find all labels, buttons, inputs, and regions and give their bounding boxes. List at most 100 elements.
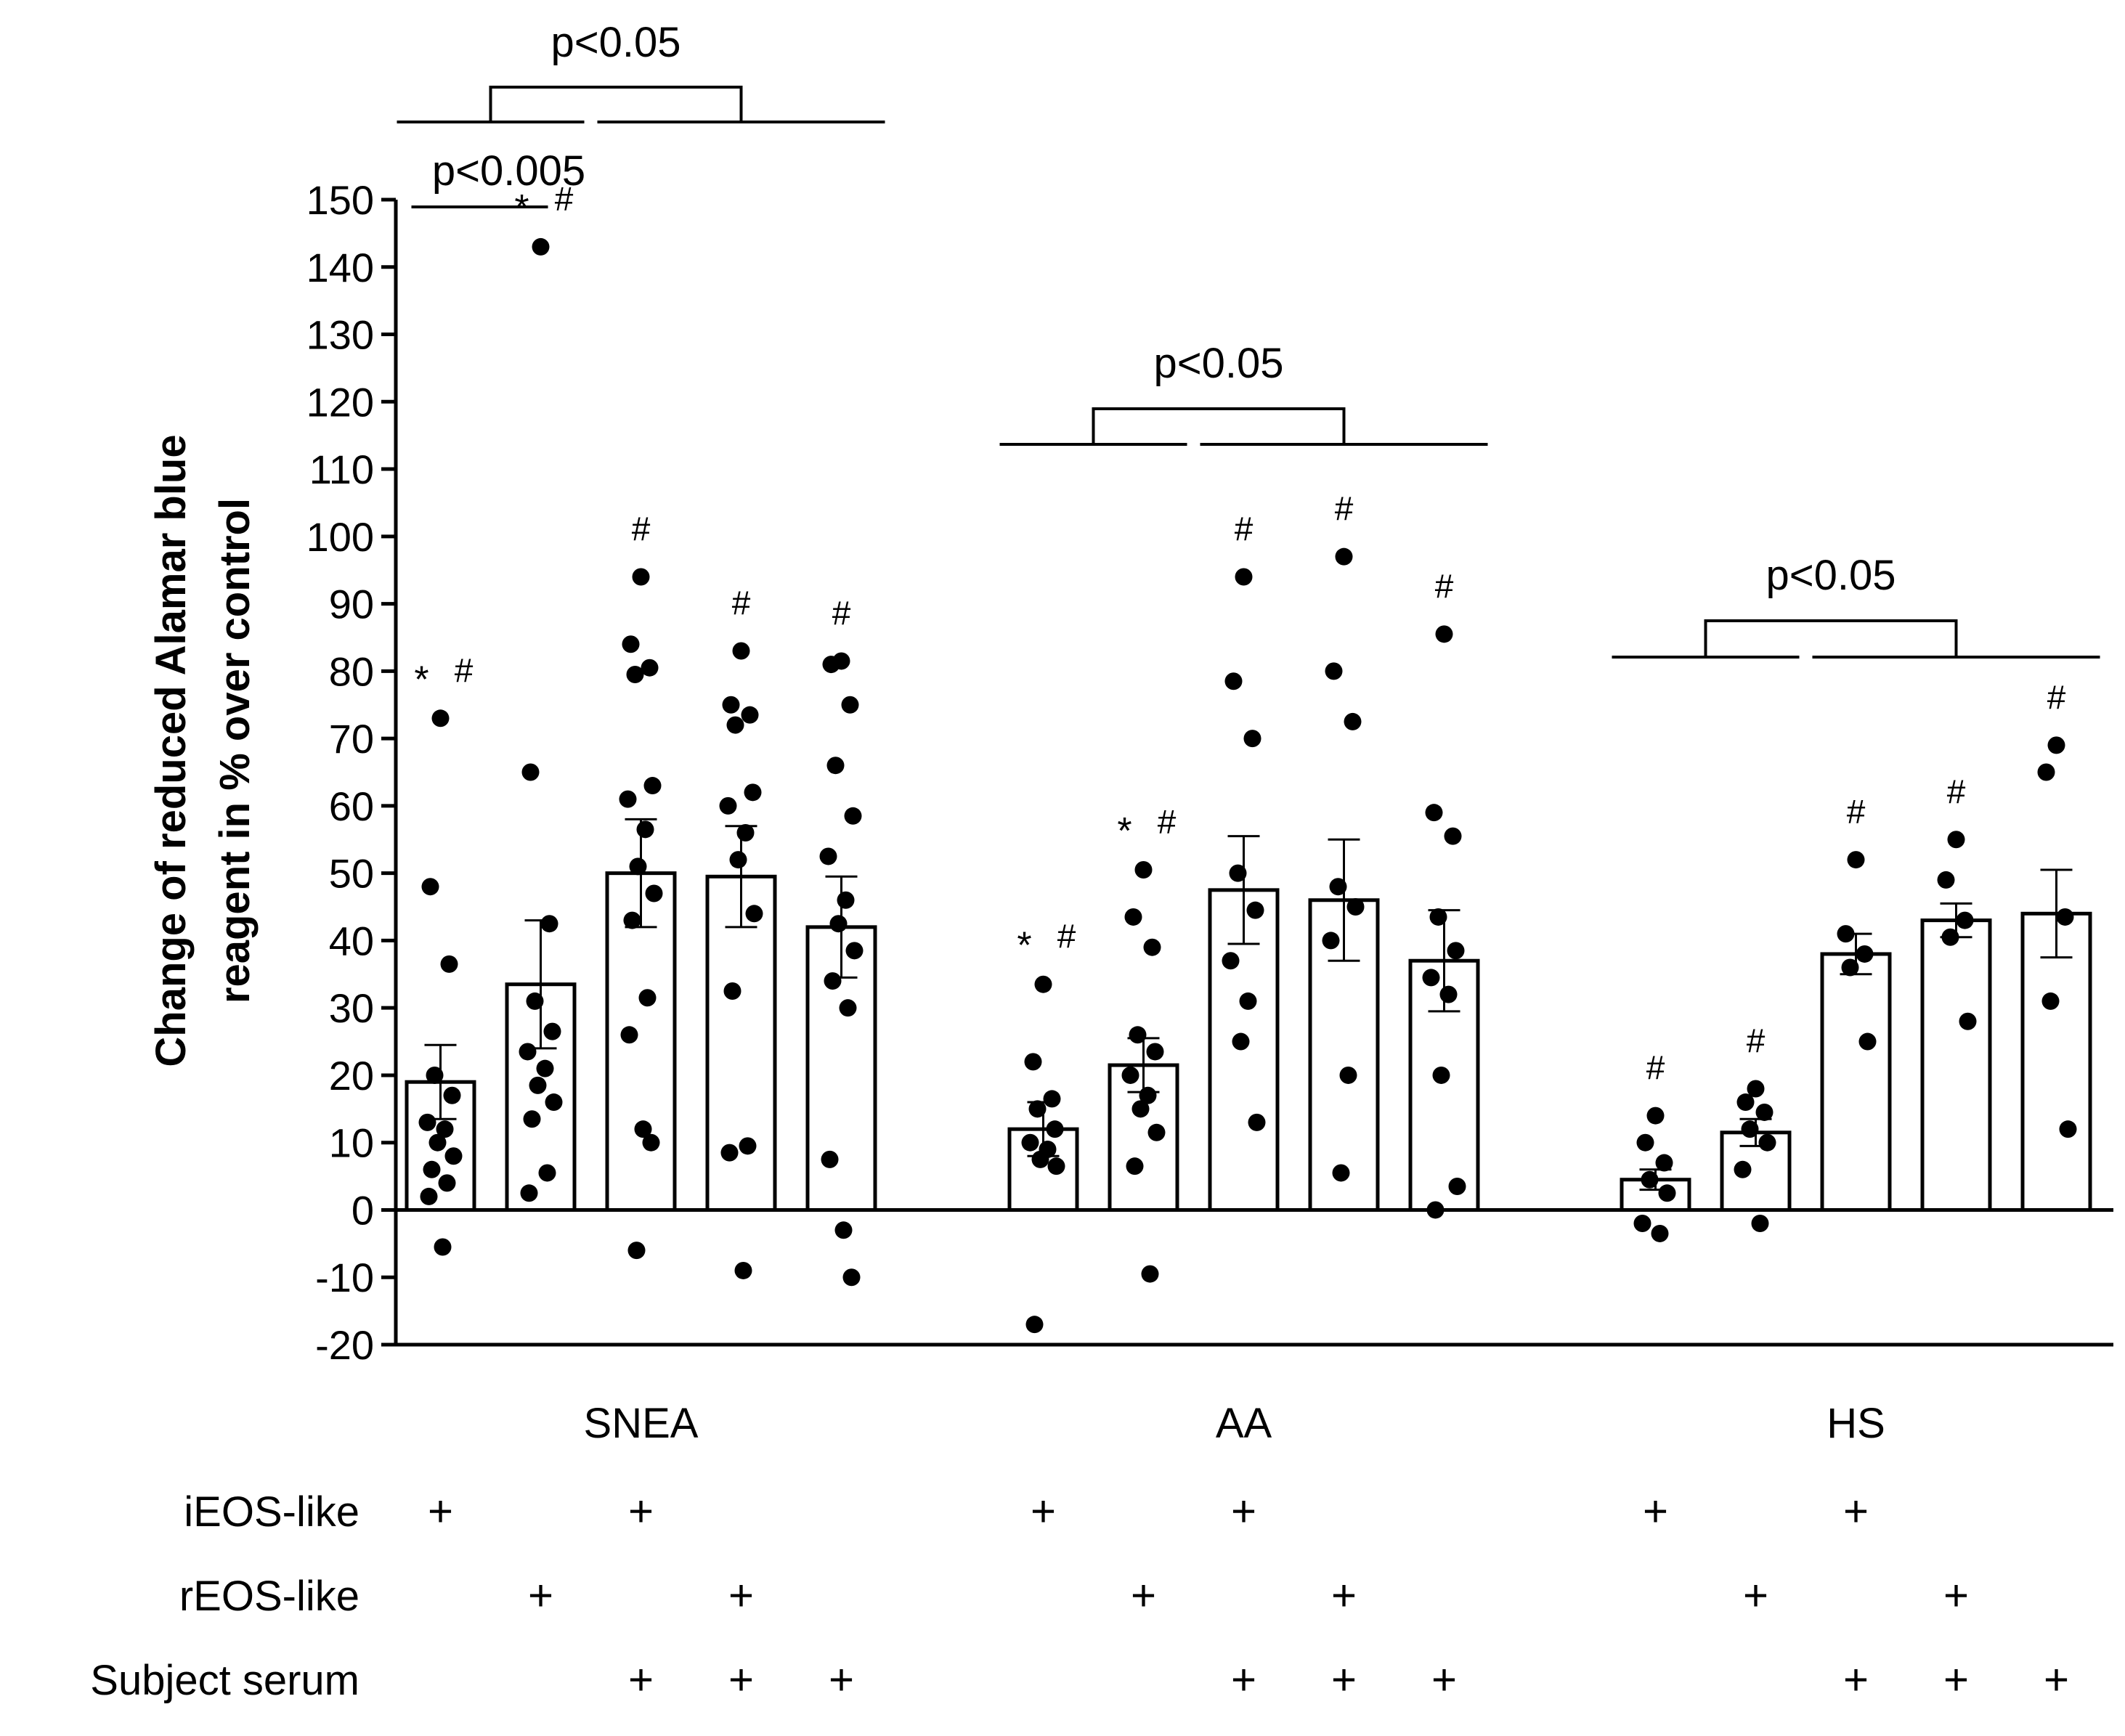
significance-layer: p<0.05 p<0.005 p<0.05 p<0.05 (397, 19, 2100, 659)
data-point (434, 1238, 452, 1256)
annotation-hash: # (1847, 793, 1866, 831)
axes: -20 -10 0 10 20 30 40 50 60 70 80 90 100 110 120 130 140… (306, 177, 2113, 1447)
condition-mark: + (1843, 1655, 1869, 1704)
y-tick-label: 10 (329, 1120, 374, 1166)
data-point (431, 709, 450, 728)
condition-mark: + (1331, 1571, 1357, 1620)
bar (1920, 918, 1992, 1212)
y-axis-label-line2: reagent in % over control (211, 498, 259, 1003)
data-point (620, 1026, 638, 1044)
annotations-layer: *#*####*#*######### (414, 180, 2065, 1087)
data-point (1956, 911, 1974, 929)
y-tick-label: 60 (329, 783, 374, 829)
data-point (1146, 1043, 1164, 1061)
data-point (734, 1261, 752, 1279)
data-point (523, 1110, 541, 1128)
y-tick-label: 20 (329, 1053, 374, 1099)
annotation-hash: # (1335, 490, 1354, 528)
data-point (1959, 1012, 1977, 1030)
annotation-hash: # (555, 180, 574, 218)
y-tick-label: 150 (306, 177, 374, 223)
data-point (1426, 1201, 1445, 1219)
data-point (719, 796, 737, 815)
bracket-connector (1092, 407, 1346, 444)
data-point (736, 823, 755, 841)
data-point (1658, 1184, 1676, 1202)
data-point (1031, 1150, 1049, 1168)
data-point (521, 763, 540, 781)
y-tick-label: -10 (315, 1255, 374, 1300)
annotation-hash: # (732, 584, 751, 622)
y-tick-label: 70 (329, 716, 374, 762)
data-point (443, 1086, 461, 1104)
y-tick-label: 50 (329, 851, 374, 897)
data-point (1232, 1032, 1250, 1051)
condition-mark: + (1943, 1655, 1969, 1704)
data-point (745, 905, 763, 923)
data-point (629, 857, 647, 876)
data-point (1755, 1103, 1773, 1121)
annotation-hash: # (1747, 1022, 1766, 1059)
data-point (1758, 1133, 1776, 1152)
data-point (1339, 1066, 1357, 1084)
data-point (1741, 1120, 1759, 1138)
data-point (438, 1174, 456, 1192)
significance-label: p<0.05 (550, 19, 680, 66)
data-point (1325, 662, 1343, 680)
data-point (722, 696, 740, 714)
condition-mark: + (628, 1655, 654, 1704)
data-point (729, 851, 747, 869)
data-point (632, 568, 650, 586)
data-point (2047, 736, 2065, 754)
data-point (1747, 1080, 1765, 1098)
data-point (1751, 1215, 1769, 1233)
data-point (837, 891, 855, 909)
data-point (821, 1150, 839, 1168)
data-point (532, 237, 550, 256)
data-point (440, 955, 458, 973)
data-point (1841, 958, 1859, 977)
data-point (1941, 928, 1959, 946)
data-point (1141, 1265, 1159, 1283)
y-axis-label-line1: Change of reduced Alamar blue (147, 434, 195, 1067)
condition-mark: + (829, 1655, 854, 1704)
data-point (819, 847, 837, 865)
condition-mark: + (1231, 1487, 1256, 1536)
data-point (2041, 992, 2060, 1010)
data-point (1239, 992, 1257, 1010)
annotation-star: * (1117, 810, 1131, 852)
y-tick-label: 40 (329, 918, 374, 963)
group-label: SNEA (584, 1400, 699, 1447)
data-point (520, 1184, 538, 1202)
data-point (428, 1133, 447, 1152)
data-point (1435, 625, 1453, 643)
bracket-connector (1704, 619, 1958, 657)
data-point (1043, 1090, 1061, 1108)
data-point (1025, 1316, 1044, 1334)
data-point (1651, 1224, 1669, 1242)
data-point (1134, 861, 1153, 879)
data-point (842, 1268, 861, 1287)
data-point (732, 642, 750, 660)
data-point (1335, 547, 1353, 566)
annotation-hash: # (1646, 1049, 1665, 1087)
condition-mark: + (728, 1571, 754, 1620)
annotation-hash: # (1235, 510, 1254, 547)
data-point (829, 915, 848, 933)
data-point (1837, 925, 1855, 943)
data-point (1344, 712, 1362, 730)
data-point (1422, 969, 1440, 987)
data-point (1322, 932, 1340, 950)
data-point (1641, 1170, 1659, 1189)
data-point (1332, 1164, 1350, 1182)
data-point (619, 790, 637, 808)
data-point (1847, 851, 1865, 869)
annotation-star: * (414, 659, 428, 701)
data-point (1655, 1154, 1673, 1172)
data-point (1124, 908, 1142, 926)
condition-mark: + (1131, 1571, 1156, 1620)
data-point (741, 706, 759, 724)
data-point (543, 1022, 561, 1040)
